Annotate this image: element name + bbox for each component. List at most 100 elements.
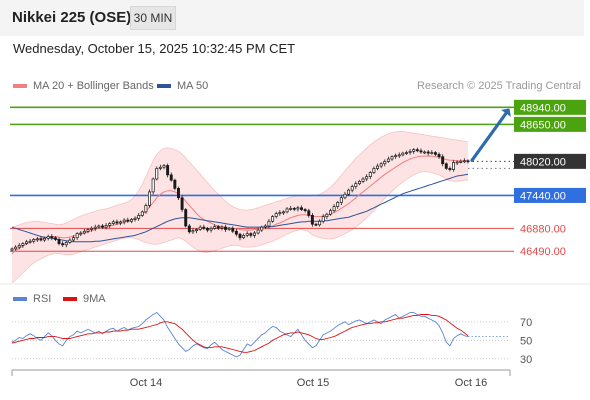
candle-body [310, 215, 314, 225]
candle-body [329, 210, 332, 215]
candle-body [336, 202, 340, 207]
candle-body [231, 227, 235, 232]
candle-body [408, 151, 412, 153]
candle-body [419, 150, 423, 153]
candle-body [300, 207, 303, 210]
candle-body [108, 223, 112, 226]
candle-body [462, 160, 466, 163]
candle-body [166, 165, 170, 176]
candle-body [93, 226, 97, 229]
level-label-box [514, 99, 586, 115]
legend-ma50: MA 50 [157, 80, 208, 92]
candle-body [90, 227, 94, 230]
candle-body [242, 235, 246, 239]
candle-body [423, 151, 427, 154]
candle-body [267, 220, 271, 227]
candle-body [173, 179, 177, 189]
candle-body [148, 191, 151, 206]
candle-body [115, 221, 119, 224]
candle-body [195, 229, 199, 232]
legend-swatch-ma20 [13, 84, 27, 88]
instrument-title: Nikkei 225 (OSE) [12, 9, 132, 26]
candle-body [281, 211, 285, 214]
rsi-tick-label: 50 [520, 335, 532, 347]
candle-body [184, 209, 188, 227]
candle-body [448, 168, 452, 170]
candle-body [43, 237, 47, 241]
candle-body [79, 232, 83, 235]
candle-body [82, 230, 86, 234]
candle-body [361, 178, 365, 182]
candle-body [307, 210, 311, 216]
candle-body [397, 154, 401, 157]
candle-body [238, 233, 242, 239]
level-label: 46880.00 [520, 223, 566, 235]
candle-body [187, 225, 191, 233]
candle-body [133, 217, 137, 220]
projection-arrow-shaft [470, 111, 508, 162]
candle-body [61, 243, 65, 246]
candle-body [289, 207, 293, 210]
candle-body [111, 221, 115, 224]
candle-body [372, 168, 376, 173]
legend-label-ma50: MA 50 [177, 80, 209, 92]
candle-body [325, 213, 329, 217]
level-labels: 48940.00 48650.00 48020.00 47440.00 46880.00… [514, 99, 586, 258]
candle-body [379, 163, 383, 167]
candle-body [444, 163, 448, 169]
projection-arrow [470, 108, 511, 162]
candle-body [318, 220, 322, 226]
legend-label-ma20: MA 20 + Bollinger Bands [33, 80, 154, 92]
candle-body [321, 216, 325, 222]
candle-body [10, 248, 14, 251]
time-axis-label: Oct 14 [130, 377, 162, 389]
legend-9ma: 9MA [63, 293, 106, 305]
timeframe-button[interactable]: 30 MIN [130, 6, 176, 30]
candle-body [158, 166, 162, 169]
candle-body [216, 226, 220, 229]
candle-body [101, 225, 104, 228]
rsi-tick-label: 70 [520, 317, 532, 329]
candle-body [17, 244, 21, 248]
candle-body [296, 207, 300, 210]
level-label: 48650.00 [520, 119, 566, 131]
timestamp: Wednesday, October 15, 2025 10:32:45 PM … [13, 41, 296, 56]
candle-body [21, 243, 25, 246]
candle-body [198, 226, 202, 230]
candle-body [357, 180, 361, 185]
candle-body [271, 216, 275, 222]
candle-body [278, 212, 282, 214]
projection-arrow-head [501, 108, 511, 117]
candle-body [285, 208, 289, 213]
candle-body [202, 226, 206, 229]
candle-body [394, 155, 398, 158]
level-label: 47440.00 [520, 190, 566, 202]
level-label: 48020.00 [520, 156, 566, 168]
candle-body [180, 197, 184, 210]
candle-body [151, 178, 155, 193]
candle-body [64, 242, 68, 246]
legend-rsi: RSI [13, 293, 51, 305]
candle-body [441, 156, 445, 165]
candle-body [28, 240, 32, 243]
candle-body [466, 160, 470, 163]
candle-body [191, 230, 195, 233]
candle-body [430, 152, 434, 154]
candle-body [343, 193, 347, 199]
candle-body [213, 226, 217, 229]
rsi-line [11, 312, 469, 358]
candle-body [452, 162, 455, 170]
candle-body [263, 225, 267, 228]
candle-body [50, 236, 54, 239]
candle-body [234, 230, 238, 235]
legend-label-rsi: RSI [33, 293, 52, 305]
bollinger-band-area [11, 131, 469, 284]
candle-body [162, 165, 166, 168]
candle-body [459, 161, 463, 163]
candle-body [386, 158, 390, 162]
candle-body [332, 206, 336, 212]
candle-body [365, 176, 369, 180]
candle-body [354, 183, 358, 187]
credit-text: Research © 2025 Trading Central [416, 80, 581, 92]
